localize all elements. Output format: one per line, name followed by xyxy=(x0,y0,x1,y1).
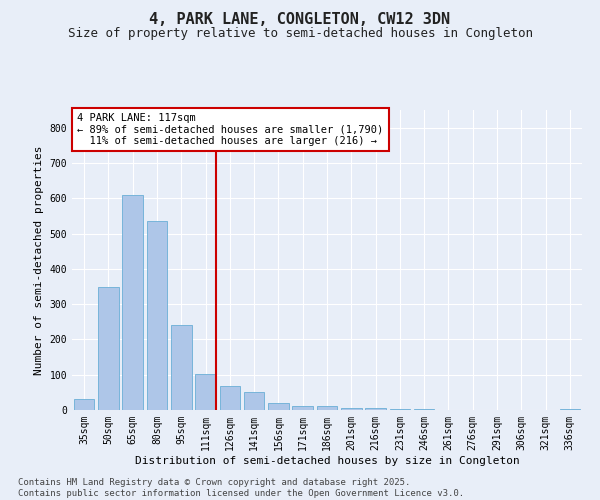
Bar xyxy=(74,400,94,410)
Y-axis label: Number of semi-detached properties: Number of semi-detached properties xyxy=(34,145,44,375)
Bar xyxy=(560,409,580,410)
Bar xyxy=(244,392,265,410)
Bar xyxy=(292,406,313,410)
Bar xyxy=(341,408,362,410)
Bar xyxy=(98,287,119,410)
Text: Contains HM Land Registry data © Crown copyright and database right 2025.
Contai: Contains HM Land Registry data © Crown c… xyxy=(18,478,464,498)
Bar xyxy=(317,406,337,410)
Text: Size of property relative to semi-detached houses in Congleton: Size of property relative to semi-detach… xyxy=(67,28,533,40)
Bar xyxy=(389,409,410,410)
Bar xyxy=(122,196,143,410)
Bar xyxy=(195,374,216,410)
Bar xyxy=(268,403,289,410)
Bar xyxy=(171,326,191,410)
Text: 4, PARK LANE, CONGLETON, CW12 3DN: 4, PARK LANE, CONGLETON, CW12 3DN xyxy=(149,12,451,28)
Text: 4 PARK LANE: 117sqm
← 89% of semi-detached houses are smaller (1,790)
  11% of s: 4 PARK LANE: 117sqm ← 89% of semi-detach… xyxy=(77,113,383,146)
Bar xyxy=(220,386,240,410)
Bar xyxy=(365,408,386,410)
X-axis label: Distribution of semi-detached houses by size in Congleton: Distribution of semi-detached houses by … xyxy=(134,456,520,466)
Bar xyxy=(146,221,167,410)
